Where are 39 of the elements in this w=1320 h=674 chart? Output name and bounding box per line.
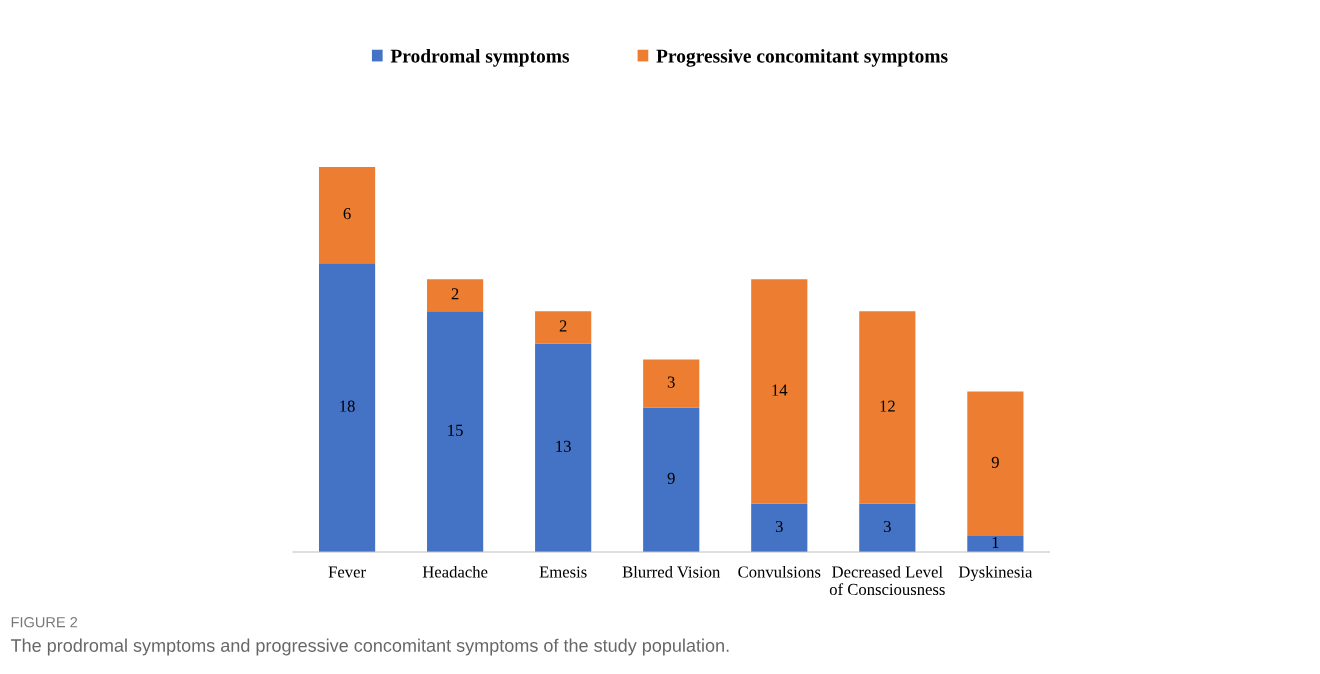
data-label: 12 (880, 400, 895, 412)
data-label: 3 (667, 376, 675, 388)
bar (427, 279, 484, 312)
bar (751, 503, 808, 553)
bar (967, 535, 1024, 553)
bar (535, 311, 592, 344)
x-tick-label: Fever (328, 566, 366, 578)
data-label: 2 (451, 288, 459, 300)
data-label: 1 (992, 536, 999, 548)
bar (318, 166, 376, 264)
bar (967, 391, 1024, 536)
bar (427, 311, 484, 553)
x-tick-label: Dyskinesia (958, 565, 1033, 582)
data-label: 3 (883, 520, 891, 533)
x-tick-label: Emesis (539, 566, 587, 578)
data-label: 18 (340, 400, 355, 412)
bar (859, 503, 916, 553)
x-tick-label: Headache (422, 565, 488, 578)
bar (643, 359, 700, 408)
text: The prodromal symptoms and progressive concomitant symptoms of the study population. (10, 638, 729, 656)
data-label: 9 (667, 472, 675, 484)
data-label: 13 (556, 440, 571, 452)
x-tick-label: Blurred Vision (622, 565, 721, 578)
data-label: 15 (448, 424, 463, 436)
bar (535, 343, 592, 553)
bar (318, 263, 376, 553)
data-label: 2 (559, 320, 567, 332)
bar (859, 311, 916, 504)
legend-label: Progressive concomitant symptoms (656, 48, 948, 67)
bar (751, 279, 808, 504)
x-tick-label: Convulsions (738, 565, 821, 578)
data-label: 3 (775, 520, 783, 533)
data-label: 6 (343, 208, 351, 220)
x-tick-label: Decreased Level of Consciousness (829, 565, 945, 596)
bar (643, 407, 700, 553)
data-label: 9 (991, 456, 999, 468)
caption: FIGURE 2 (11, 617, 78, 628)
data-label: 14 (772, 384, 788, 396)
legend-label: Prodromal symptoms (390, 48, 570, 67)
